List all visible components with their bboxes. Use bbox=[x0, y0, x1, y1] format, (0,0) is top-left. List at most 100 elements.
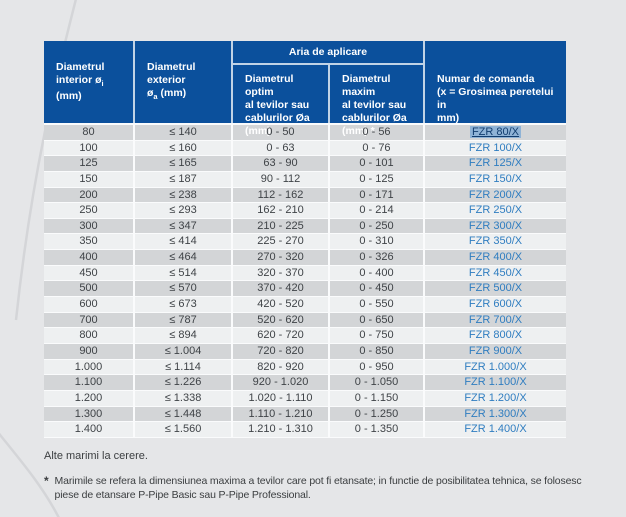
order-code-link[interactable]: FZR 450/X bbox=[425, 266, 566, 281]
cell-outer-diameter: ≤ 238 bbox=[135, 187, 233, 203]
cell-optimal-range: 90 - 112 bbox=[233, 171, 330, 187]
table-row: 1.000 ≤ 1.114 820 - 920 0 - 950 FZR 1.00… bbox=[44, 359, 566, 376]
order-code-link[interactable]: FZR 1.300/X bbox=[425, 407, 566, 422]
order-code-link[interactable]: FZR 1.100/X bbox=[425, 375, 566, 390]
cell-outer-diameter: ≤ 894 bbox=[135, 328, 233, 343]
order-code-link[interactable]: FZR 300/X bbox=[425, 219, 566, 234]
order-code-link[interactable]: FZR 700/X bbox=[425, 313, 566, 328]
cell-inner-diameter: 1.300 bbox=[44, 406, 135, 422]
cell-outer-diameter: ≤ 293 bbox=[135, 203, 233, 218]
cell-inner-diameter: 80 bbox=[44, 125, 135, 140]
cell-optimal-range: 270 - 320 bbox=[233, 250, 330, 265]
order-code-link[interactable]: FZR 800/X bbox=[425, 328, 566, 343]
order-code-link[interactable]: FZR 350/X bbox=[425, 234, 566, 249]
order-code-text: FZR 1.400/X bbox=[464, 423, 527, 436]
cell-maximum-range: 0 - 214 bbox=[330, 203, 425, 218]
cell-inner-diameter: 500 bbox=[44, 281, 135, 297]
order-code-text: FZR 125/X bbox=[468, 157, 523, 170]
cell-optimal-range: 320 - 370 bbox=[233, 265, 330, 281]
product-table: Diametrul interior øi (mm) Diametrul ext… bbox=[44, 41, 566, 438]
order-code-link[interactable]: FZR 100/X bbox=[425, 141, 566, 156]
table-row: 125 ≤ 165 63 - 90 0 - 101 FZR 125/X bbox=[44, 156, 566, 172]
cell-optimal-range: 225 - 270 bbox=[233, 234, 330, 250]
cell-optimal-range: 1.210 - 1.310 bbox=[233, 422, 330, 437]
order-code-link[interactable]: FZR 125/X bbox=[425, 156, 566, 171]
cell-outer-diameter: ≤ 414 bbox=[135, 234, 233, 250]
order-code-text: FZR 600/X bbox=[468, 298, 523, 311]
table-row: 80 ≤ 140 0 - 50 0 - 56 FZR 80/X bbox=[44, 125, 566, 141]
table-row: 500 ≤ 570 370 - 420 0 - 450 FZR 500/X bbox=[44, 281, 566, 298]
table-row: 350 ≤ 414 225 - 270 0 - 310 FZR 350/X bbox=[44, 234, 566, 251]
table-row: 300 ≤ 347 210 - 225 0 - 250 FZR 300/X bbox=[44, 218, 566, 235]
table-row: 900 ≤ 1.004 720 - 820 0 - 850 FZR 900/X bbox=[44, 343, 566, 360]
cell-outer-diameter: ≤ 347 bbox=[135, 218, 233, 234]
order-code-link[interactable]: FZR 250/X bbox=[425, 203, 566, 218]
cell-outer-diameter: ≤ 1.338 bbox=[135, 390, 233, 406]
cell-outer-diameter: ≤ 1.226 bbox=[135, 375, 233, 390]
cell-outer-diameter: ≤ 1.114 bbox=[135, 359, 233, 375]
order-code-link[interactable]: FZR 400/X bbox=[425, 250, 566, 265]
order-code-text: FZR 150/X bbox=[468, 172, 523, 185]
header-order-number: Numar de comanda (x = Grosimea peretelui… bbox=[437, 73, 554, 124]
order-code-text: FZR 250/X bbox=[468, 204, 523, 217]
header-application-area: Aria de aplicare bbox=[233, 41, 425, 65]
order-code-text: FZR 1.200/X bbox=[464, 391, 527, 404]
table-row: 1.400 ≤ 1.560 1.210 - 1.310 0 - 1.350 FZ… bbox=[44, 422, 566, 438]
order-code-text: FZR 80/X bbox=[469, 126, 522, 138]
cell-inner-diameter: 250 bbox=[44, 203, 135, 218]
header-outer-diameter: Diametrul exterior øa (mm) bbox=[135, 41, 233, 123]
cell-maximum-range: 0 - 250 bbox=[330, 218, 425, 234]
cell-maximum-range: 0 - 101 bbox=[330, 156, 425, 171]
header-optimal-diameter: Diametrul optim al tevilor sau cablurilo… bbox=[233, 65, 330, 137]
order-code-link[interactable]: FZR 900/X bbox=[425, 344, 566, 359]
order-code-link[interactable]: FZR 1.200/X bbox=[425, 391, 566, 406]
cell-optimal-range: 210 - 225 bbox=[233, 218, 330, 234]
table-row: 700 ≤ 787 520 - 620 0 - 650 FZR 700/X bbox=[44, 312, 566, 329]
table-row: 1.200 ≤ 1.338 1.020 - 1.110 0 - 1.150 FZ… bbox=[44, 390, 566, 407]
table-row: 600 ≤ 673 420 - 520 0 - 550 FZR 600/X bbox=[44, 297, 566, 313]
cell-inner-diameter: 300 bbox=[44, 218, 135, 234]
cell-optimal-range: 0 - 50 bbox=[233, 125, 330, 140]
order-code-link[interactable]: FZR 600/X bbox=[425, 297, 566, 312]
cell-optimal-range: 620 - 720 bbox=[233, 328, 330, 343]
order-code-link[interactable]: FZR 150/X bbox=[425, 172, 566, 187]
cell-maximum-range: 0 - 1.150 bbox=[330, 390, 425, 406]
cell-maximum-range: 0 - 550 bbox=[330, 297, 425, 312]
cell-inner-diameter: 1.400 bbox=[44, 422, 135, 437]
order-code-text: FZR 700/X bbox=[468, 313, 523, 326]
order-code-text: FZR 800/X bbox=[468, 329, 523, 342]
cell-maximum-range: 0 - 310 bbox=[330, 234, 425, 250]
cell-optimal-range: 112 - 162 bbox=[233, 187, 330, 203]
table-header: Diametrul interior øi (mm) Diametrul ext… bbox=[44, 41, 566, 137]
order-code-text: FZR 1.300/X bbox=[464, 407, 527, 420]
table-row: 1.300 ≤ 1.448 1.110 - 1.210 0 - 1.250 FZ… bbox=[44, 406, 566, 423]
cell-outer-diameter: ≤ 1.004 bbox=[135, 343, 233, 359]
table-row: 150 ≤ 187 90 - 112 0 - 125 FZR 150/X bbox=[44, 171, 566, 188]
other-sizes-note: Alte marimi la cerere. bbox=[44, 450, 148, 462]
order-code-text: FZR 1.100/X bbox=[464, 376, 527, 389]
cell-outer-diameter: ≤ 1.448 bbox=[135, 406, 233, 422]
order-code-link[interactable]: FZR 500/X bbox=[425, 281, 566, 296]
cell-optimal-range: 162 - 210 bbox=[233, 203, 330, 218]
cell-maximum-range: 0 - 56 bbox=[330, 125, 425, 140]
cell-outer-diameter: ≤ 165 bbox=[135, 156, 233, 171]
order-code-link[interactable]: FZR 1.000/X bbox=[425, 360, 566, 375]
order-code-text: FZR 200/X bbox=[468, 188, 523, 201]
cell-outer-diameter: ≤ 140 bbox=[135, 125, 233, 140]
table-row: 400 ≤ 464 270 - 320 0 - 326 FZR 400/X bbox=[44, 250, 566, 266]
order-code-link[interactable]: FZR 1.400/X bbox=[425, 422, 566, 437]
cell-outer-diameter: ≤ 1.560 bbox=[135, 422, 233, 437]
table-row: 450 ≤ 514 320 - 370 0 - 400 FZR 450/X bbox=[44, 265, 566, 282]
cell-maximum-range: 0 - 1.350 bbox=[330, 422, 425, 437]
cell-inner-diameter: 900 bbox=[44, 343, 135, 359]
cell-outer-diameter: ≤ 187 bbox=[135, 171, 233, 187]
order-code-link[interactable]: FZR 200/X bbox=[425, 188, 566, 203]
table-row: 1.100 ≤ 1.226 920 - 1.020 0 - 1.050 FZR … bbox=[44, 375, 566, 391]
cell-optimal-range: 1.110 - 1.210 bbox=[233, 406, 330, 422]
cell-inner-diameter: 125 bbox=[44, 156, 135, 171]
cell-optimal-range: 520 - 620 bbox=[233, 312, 330, 328]
cell-maximum-range: 0 - 450 bbox=[330, 281, 425, 297]
table-row: 200 ≤ 238 112 - 162 0 - 171 FZR 200/X bbox=[44, 187, 566, 204]
cell-outer-diameter: ≤ 673 bbox=[135, 297, 233, 312]
order-code-link[interactable]: FZR 80/X bbox=[425, 125, 566, 140]
